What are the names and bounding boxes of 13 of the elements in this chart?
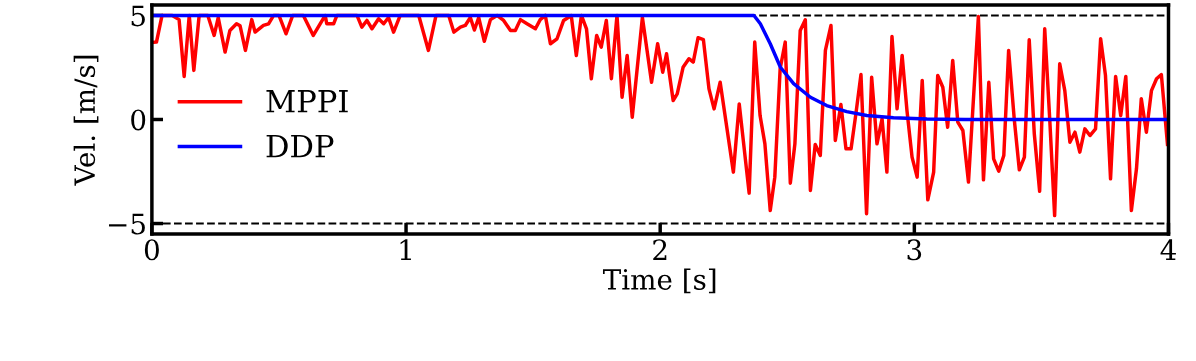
x-tick-label: 1 [400,239,411,260]
y-tick-label: −5 [109,213,145,235]
y-tick-label: 0 [131,109,146,131]
x-tick-label: 4 [1160,239,1176,260]
x-tick-label: 2 [653,239,667,260]
legend-label: MPPI [266,90,348,113]
x-tick-label: 3 [907,239,922,261]
y-tick-label: 5 [131,5,145,27]
line-series [151,13,1169,122]
legend-label: DDP [266,134,334,158]
y-axis-title: Vel. [m/s] [73,55,99,186]
line-series [151,13,1169,218]
x-axis-title: Time [s] [602,268,716,294]
